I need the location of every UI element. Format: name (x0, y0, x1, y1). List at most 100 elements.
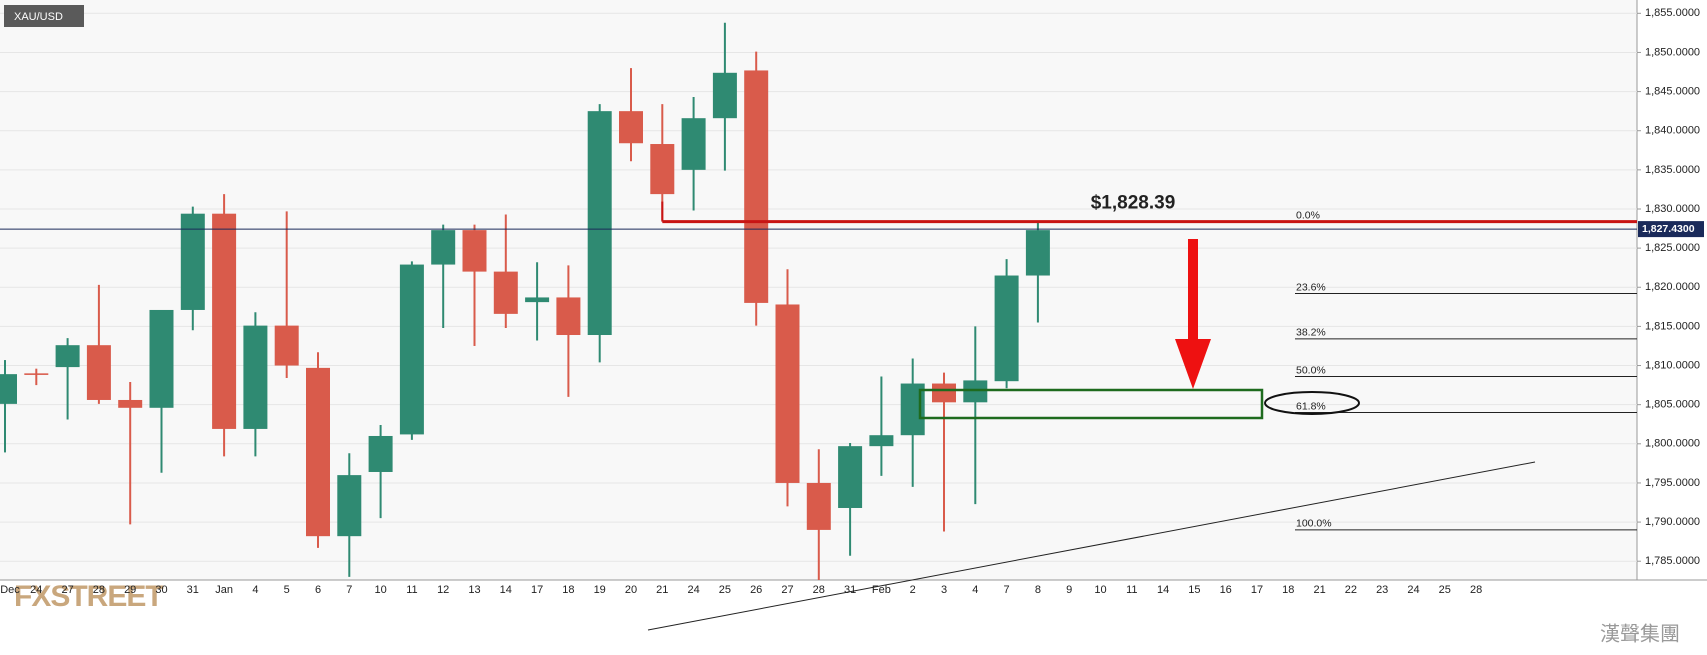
x-tick-label: 3 (941, 584, 947, 596)
x-tick-label: Feb (872, 584, 891, 596)
x-tick-label: 24 (1407, 584, 1419, 596)
candle-body (274, 325, 299, 366)
x-tick-label: 11 (406, 584, 417, 596)
fib-label: 50.0% (1296, 364, 1326, 376)
candle-body (86, 345, 111, 400)
candle-body (525, 297, 550, 303)
candle-body (149, 309, 174, 408)
candle-body (0, 374, 17, 404)
x-tick-label: 18 (1282, 584, 1294, 596)
fib-highlight (1264, 391, 1360, 415)
x-tick-label: 11 (1126, 584, 1137, 596)
x-tick-label: 31 (187, 584, 199, 596)
trend-line (647, 461, 1536, 631)
candle-body (399, 264, 424, 435)
fib-label: 23.6% (1296, 281, 1326, 293)
y-tick-label: 1,820.0000 (1645, 281, 1700, 293)
x-tick-label: 14 (500, 584, 512, 596)
candle-body (806, 482, 831, 530)
x-tick-label: 27 (781, 584, 793, 596)
y-tick-label: 1,845.0000 (1645, 85, 1700, 97)
candle-body (306, 367, 330, 537)
y-tick-label: 1,830.0000 (1645, 203, 1700, 215)
x-tick-label: 17 (1251, 584, 1263, 596)
y-tick-label: 1,835.0000 (1645, 164, 1700, 176)
candle-body (775, 304, 800, 483)
x-tick-label: 22 (1345, 584, 1357, 596)
current-price-box (1638, 221, 1704, 238)
y-tick-label: 1,795.0000 (1645, 477, 1700, 489)
x-tick-label: 28 (1470, 584, 1482, 596)
x-tick-label: 7 (1004, 584, 1010, 596)
x-tick-label: 29 (124, 584, 136, 596)
symbol-box (4, 5, 84, 27)
candle-body (462, 230, 487, 272)
x-tick-label: 24 (687, 584, 699, 596)
arrow-head (1175, 339, 1211, 389)
candle-body (994, 275, 1019, 382)
x-tick-label: 21 (1313, 584, 1325, 596)
x-tick-label: 18 (562, 584, 574, 596)
x-tick-label: 28 (93, 584, 105, 596)
x-tick-label: 7 (346, 584, 352, 596)
y-tick-label: 1,850.0000 (1645, 46, 1700, 58)
current-price-label: 1,827.4300 (1642, 223, 1695, 235)
candle-body (587, 111, 612, 336)
arrow-shaft (1188, 239, 1198, 339)
x-tick-label: 26 (750, 584, 762, 596)
candle-body (869, 435, 894, 447)
candle-body (493, 271, 518, 314)
x-tick-label: 4 (252, 584, 258, 596)
support-zone (918, 388, 1264, 420)
x-tick-label: 23 (1376, 584, 1388, 596)
y-tick-label: 1,840.0000 (1645, 125, 1700, 137)
y-tick-label: 1,810.0000 (1645, 359, 1700, 371)
logo: FXSTREET (14, 580, 163, 613)
candle-body (932, 383, 956, 403)
chart-title: XAU/USD (14, 11, 63, 23)
candle-body (963, 380, 988, 403)
candle-body (180, 213, 205, 310)
y-tick-label: 1,790.0000 (1645, 516, 1700, 528)
y-tick-label: 1,825.0000 (1645, 242, 1700, 254)
x-tick-label: 16 (1220, 584, 1232, 596)
x-tick-label: 13 (468, 584, 480, 596)
x-tick-label: 31 (844, 584, 856, 596)
candle-body (1025, 230, 1050, 276)
x-tick-label: 24 (30, 584, 42, 596)
x-tick-label: 25 (719, 584, 731, 596)
y-tick-label: 1,815.0000 (1645, 320, 1700, 332)
y-tick-label: 1,855.0000 (1645, 7, 1700, 19)
x-tick-label: Dec (0, 584, 20, 596)
y-tick-label: 1,805.0000 (1645, 399, 1700, 411)
x-tick-label: 9 (1066, 584, 1072, 596)
fib-label: 0.0% (1296, 209, 1320, 221)
candle-body (744, 70, 769, 303)
candle-body (118, 399, 143, 408)
candle-body (431, 230, 456, 265)
x-tick-label: 17 (531, 584, 543, 596)
x-tick-label: Jan (215, 584, 233, 596)
x-tick-label: 12 (437, 584, 449, 596)
x-tick-label: 19 (594, 584, 606, 596)
x-tick-label: 25 (1439, 584, 1451, 596)
x-tick-label: 2 (910, 584, 916, 596)
candle-body (368, 435, 393, 472)
fib-label: 61.8% (1296, 400, 1326, 412)
candle-body (838, 446, 863, 508)
x-tick-label: 21 (656, 584, 668, 596)
x-tick-label: 14 (1157, 584, 1169, 596)
y-tick-label: 1,785.0000 (1645, 555, 1700, 567)
x-tick-label: 30 (155, 584, 167, 596)
x-tick-label: 10 (1094, 584, 1106, 596)
fib-label: 38.2% (1296, 327, 1326, 339)
high-annotation: $1,828.39 (1091, 193, 1176, 214)
candle-body (681, 118, 706, 170)
target-arrow (1175, 239, 1211, 389)
candle-body (243, 325, 268, 429)
candle-body (212, 213, 237, 429)
candle-body (712, 72, 737, 119)
candle-body (619, 111, 643, 144)
candle-body (337, 475, 362, 537)
